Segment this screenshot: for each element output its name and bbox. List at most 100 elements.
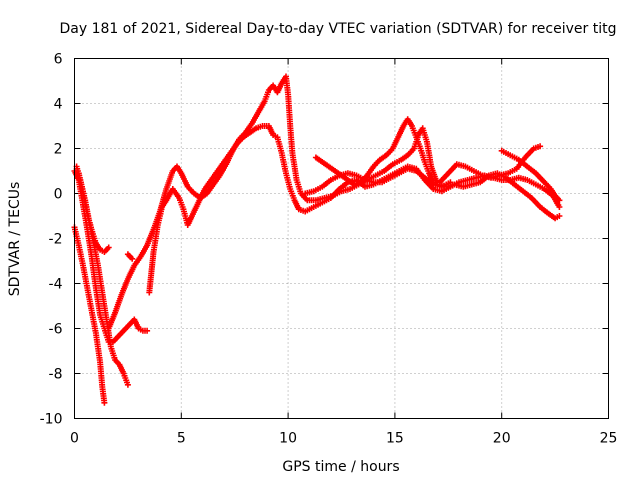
data-point — [77, 244, 80, 247]
x-axis-label: GPS time / hours — [282, 459, 399, 475]
data-point — [353, 183, 356, 186]
data-point — [456, 163, 458, 166]
data-point — [535, 172, 537, 175]
data-point — [398, 172, 400, 175]
data-point — [424, 176, 426, 179]
data-point — [428, 172, 430, 175]
data-point — [517, 158, 520, 161]
data-point — [513, 183, 516, 186]
data-point — [517, 176, 520, 179]
data-point — [197, 201, 200, 204]
data-point — [338, 174, 341, 177]
data-point — [291, 152, 294, 154]
data-point — [355, 179, 358, 181]
data-point — [415, 170, 418, 172]
data-point — [105, 318, 108, 321]
data-point — [250, 122, 253, 125]
data-point — [415, 136, 418, 139]
data-point — [389, 176, 392, 179]
data-point — [475, 176, 477, 179]
chart-title: Day 181 of 2021, Sidereal Day-to-day VTE… — [60, 21, 617, 37]
data-point — [186, 224, 189, 226]
data-point — [500, 149, 503, 152]
data-point — [255, 127, 257, 130]
data-point — [107, 327, 110, 330]
data-point — [248, 131, 251, 134]
y-axis-label: SDTVAR / TECUs — [7, 182, 23, 297]
data-point — [103, 327, 106, 330]
data-point — [127, 278, 129, 280]
data-point — [146, 244, 148, 247]
data-point — [95, 332, 97, 334]
data-point — [146, 329, 148, 332]
data-point — [182, 208, 185, 211]
x-tick-labels: 0 5 10 15 20 25 — [70, 431, 617, 447]
data-point — [539, 206, 541, 208]
data-point — [421, 127, 424, 130]
data-point — [165, 199, 168, 202]
data-point — [216, 170, 219, 172]
data-point — [131, 257, 133, 260]
data-point — [77, 172, 80, 175]
data-point — [95, 242, 97, 244]
data-point — [203, 188, 206, 190]
data-point — [268, 125, 270, 127]
data-point — [381, 181, 383, 184]
data-point — [225, 163, 227, 166]
y-tick-label: 2 — [54, 142, 63, 158]
y-tick-label: -4 — [49, 277, 63, 293]
data-point — [101, 386, 104, 388]
data-point — [524, 156, 526, 159]
data-point — [124, 327, 127, 330]
data-point — [157, 224, 159, 226]
plot-frame — [74, 58, 609, 419]
y-tick-label: -2 — [49, 232, 63, 248]
data-point — [276, 91, 279, 94]
data-point — [152, 251, 155, 253]
data-point — [212, 183, 215, 186]
data-point — [470, 183, 473, 186]
data-point — [430, 165, 433, 168]
y-tick-label: -8 — [49, 367, 63, 383]
series-sat-f — [146, 123, 563, 296]
data-point — [441, 185, 443, 188]
data-point — [229, 152, 232, 154]
series-sat-i — [498, 147, 563, 204]
y-tick-label: 6 — [54, 52, 63, 68]
data-point — [210, 179, 213, 181]
data-point — [180, 172, 183, 175]
data-point — [522, 190, 524, 193]
data-point — [280, 152, 283, 154]
data-point — [406, 167, 409, 170]
data-point — [129, 323, 131, 325]
data-point — [242, 136, 245, 139]
data-point — [359, 181, 362, 184]
data-point — [338, 188, 341, 190]
data-point — [550, 188, 552, 190]
data-point — [479, 181, 482, 184]
data-point — [161, 206, 163, 208]
data-point — [285, 172, 287, 175]
series-sat-j — [124, 251, 136, 262]
data-point — [364, 179, 366, 181]
data-point — [101, 291, 104, 294]
x-tick-label: 0 — [70, 431, 79, 447]
data-point — [99, 248, 101, 251]
data-point — [312, 206, 315, 208]
data-point — [327, 165, 330, 168]
data-point — [152, 228, 155, 231]
series-markers — [105, 73, 563, 332]
data-point — [257, 111, 259, 114]
data-point — [402, 125, 405, 127]
data-point — [349, 188, 351, 190]
data-point — [449, 181, 452, 184]
data-point — [103, 251, 106, 253]
data-point — [481, 174, 484, 177]
x-tick-label: 5 — [177, 431, 186, 447]
data-point — [107, 246, 110, 249]
data-point — [543, 188, 546, 190]
data-point — [99, 314, 101, 316]
data-point — [223, 161, 225, 163]
data-point — [509, 154, 512, 157]
series-sat-e — [105, 73, 563, 332]
